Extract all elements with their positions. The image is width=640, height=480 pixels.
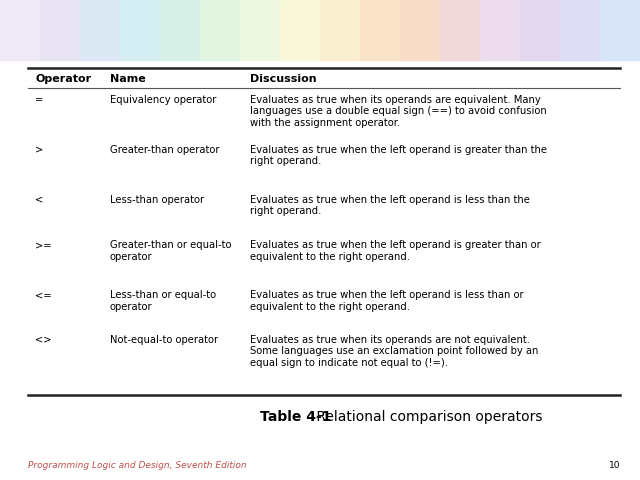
Text: languages use a double equal sign (==) to avoid confusion: languages use a double equal sign (==) t… <box>250 107 547 117</box>
Text: Evaluates as true when the left operand is greater than or: Evaluates as true when the left operand … <box>250 240 541 250</box>
Text: operator: operator <box>110 301 152 312</box>
Text: Some languages use an exclamation point followed by an: Some languages use an exclamation point … <box>250 347 538 357</box>
Bar <box>120 0 160 60</box>
Text: Less-than or equal-to: Less-than or equal-to <box>110 290 216 300</box>
Text: equivalent to the right operand.: equivalent to the right operand. <box>250 301 410 312</box>
Text: right operand.: right operand. <box>250 206 321 216</box>
Bar <box>320 0 360 60</box>
Text: Discussion: Discussion <box>250 74 317 84</box>
Text: Evaluates as true when the left operand is less than the: Evaluates as true when the left operand … <box>250 195 530 205</box>
Bar <box>480 0 520 60</box>
Bar <box>440 0 480 60</box>
Text: >: > <box>35 145 44 155</box>
Text: Operator: Operator <box>35 74 91 84</box>
Bar <box>0 0 40 60</box>
Text: Table 4-1: Table 4-1 <box>260 410 332 424</box>
Bar <box>600 0 640 60</box>
Text: Evaluates as true when its operands are equivalent. Many: Evaluates as true when its operands are … <box>250 95 541 105</box>
Text: with the assignment operator.: with the assignment operator. <box>250 118 400 128</box>
Text: >=: >= <box>35 240 52 250</box>
Bar <box>400 0 440 60</box>
Text: <=: <= <box>35 290 52 300</box>
Text: operator: operator <box>110 252 152 262</box>
Text: <>: <> <box>35 335 51 345</box>
Text: Name: Name <box>110 74 146 84</box>
Bar <box>80 0 120 60</box>
Text: right operand.: right operand. <box>250 156 321 167</box>
Text: Not-equal-to operator: Not-equal-to operator <box>110 335 218 345</box>
Text: Relational comparison operators: Relational comparison operators <box>312 410 543 424</box>
Text: =: = <box>35 95 44 105</box>
Text: Less-than operator: Less-than operator <box>110 195 204 205</box>
Text: Evaluates as true when the left operand is less than or: Evaluates as true when the left operand … <box>250 290 524 300</box>
Text: equal sign to indicate not equal to (!=).: equal sign to indicate not equal to (!=)… <box>250 358 448 368</box>
Bar <box>160 0 200 60</box>
Text: Evaluates as true when its operands are not equivalent.: Evaluates as true when its operands are … <box>250 335 530 345</box>
Text: Greater-than or equal-to: Greater-than or equal-to <box>110 240 232 250</box>
Bar <box>560 0 600 60</box>
Text: <: < <box>35 195 44 205</box>
Text: equivalent to the right operand.: equivalent to the right operand. <box>250 252 410 262</box>
Bar <box>280 0 320 60</box>
Bar <box>360 0 400 60</box>
Bar <box>200 0 240 60</box>
Text: Programming Logic and Design, Seventh Edition: Programming Logic and Design, Seventh Ed… <box>28 461 246 470</box>
Text: Evaluates as true when the left operand is greater than the: Evaluates as true when the left operand … <box>250 145 547 155</box>
Bar <box>240 0 280 60</box>
Text: Greater-than operator: Greater-than operator <box>110 145 220 155</box>
Text: Equivalency operator: Equivalency operator <box>110 95 216 105</box>
Text: 10: 10 <box>609 461 620 470</box>
Bar <box>40 0 80 60</box>
Bar <box>520 0 560 60</box>
